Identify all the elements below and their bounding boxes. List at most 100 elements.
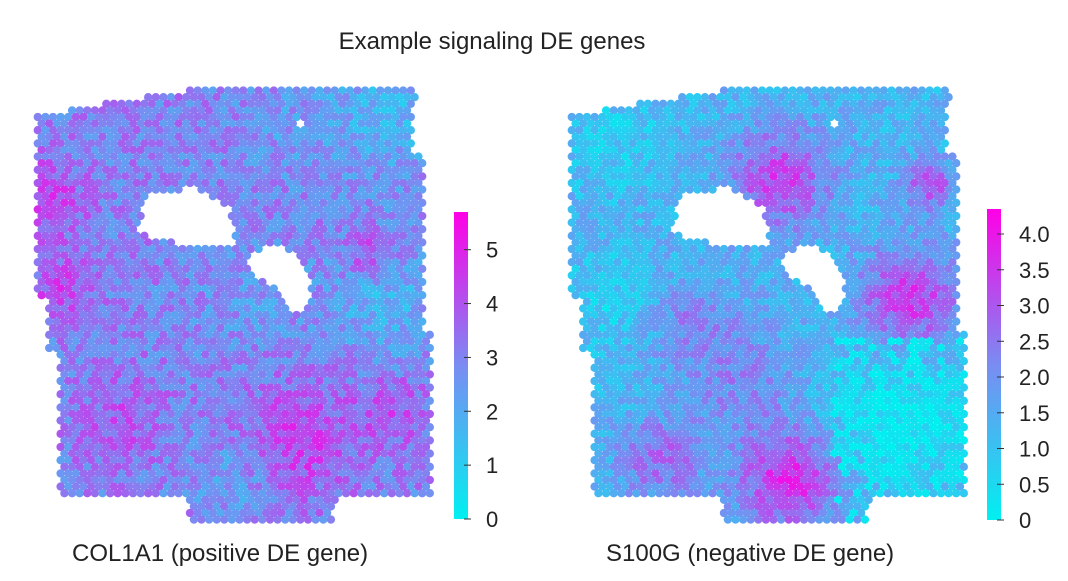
expression-spot (163, 244, 172, 254)
expression-spot (925, 99, 934, 108)
expression-spot (124, 112, 134, 122)
expression-spot (338, 258, 347, 267)
expression-spot (330, 403, 339, 412)
expression-spot (94, 376, 103, 386)
expression-spot (265, 185, 275, 194)
expression-spot (360, 469, 370, 478)
expression-spot (410, 159, 419, 168)
expression-spot (303, 251, 313, 260)
expression-spot (86, 231, 96, 240)
expression-spot (288, 462, 297, 471)
expression-spot (894, 126, 904, 135)
expression-spot (281, 343, 290, 353)
expression-spot (425, 330, 434, 339)
expression-spot (632, 106, 641, 115)
expression-spot (140, 139, 149, 148)
expression-spot (64, 297, 73, 306)
expression-spot (33, 112, 42, 122)
expression-spot (357, 159, 366, 168)
expression-spot (281, 409, 290, 419)
expression-spot (349, 172, 358, 181)
expression-spot (406, 126, 415, 135)
expression-spot (921, 93, 930, 102)
expression-spot (265, 370, 275, 379)
expression-spot (284, 126, 294, 135)
expression-spot (425, 475, 434, 485)
expression-spot (174, 291, 183, 300)
col1a1-caption: COL1A1 (positive DE gene) (72, 540, 369, 567)
expression-spot (894, 112, 904, 122)
expression-spot (265, 225, 275, 234)
expression-spot (685, 159, 694, 168)
expression-spot (189, 159, 199, 168)
expression-spot (307, 99, 316, 108)
expression-spot (216, 390, 225, 399)
expression-spot (140, 376, 149, 386)
expression-spot (140, 390, 149, 399)
expression-spot (71, 218, 81, 227)
expression-spot (67, 436, 77, 445)
expression-spot (277, 165, 286, 174)
expression-spot (170, 297, 179, 306)
expression-spot (364, 225, 374, 234)
expression-spot (56, 112, 65, 122)
expression-spot (364, 462, 374, 471)
expression-spot (425, 489, 434, 498)
expression-spot (136, 436, 145, 445)
expression-spot (364, 475, 374, 485)
expression-spot (284, 442, 294, 452)
expression-spot (639, 119, 649, 128)
expression-spot (776, 106, 786, 115)
expression-spot (163, 310, 172, 320)
expression-spot (166, 185, 176, 194)
expression-spot (170, 310, 179, 320)
expression-spot (178, 350, 187, 359)
expression-spot (303, 370, 313, 379)
expression-spot (170, 469, 179, 478)
expression-spot (258, 145, 267, 155)
expression-spot (643, 112, 653, 122)
expression-spot (674, 112, 683, 122)
expression-spot (109, 350, 119, 359)
expression-spot (151, 449, 160, 458)
expression-spot (269, 139, 278, 148)
expression-spot (689, 112, 698, 122)
expression-spot (246, 416, 256, 425)
expression-spot (212, 449, 221, 458)
expression-spot (201, 271, 210, 280)
expression-spot (37, 238, 46, 247)
expression-spot (136, 251, 145, 260)
expression-spot (223, 152, 233, 161)
expression-spot (166, 251, 176, 260)
expression-spot (780, 99, 790, 108)
expression-spot (818, 126, 828, 135)
expression-spot (48, 139, 58, 148)
expression-spot (830, 93, 839, 102)
expression-spot (105, 317, 115, 326)
expression-spot (372, 159, 381, 168)
expression-spot (37, 119, 46, 128)
expression-spot (776, 145, 786, 155)
expression-spot (391, 99, 400, 108)
expression-spot (364, 251, 374, 260)
expression-spot (128, 330, 138, 339)
expression-spot (102, 482, 111, 491)
expression-spot (193, 86, 202, 95)
expression-spot (322, 337, 332, 346)
expression-spot (326, 343, 336, 353)
expression-spot (37, 264, 46, 273)
expression-spot (338, 482, 347, 491)
expression-spot (254, 363, 263, 372)
expression-spot (155, 456, 164, 465)
expression-spot (368, 112, 377, 122)
expression-spot (579, 343, 588, 353)
expression-spot (296, 198, 305, 207)
expression-spot (387, 462, 396, 471)
expression-spot (227, 449, 237, 458)
expression-spot (64, 112, 73, 122)
expression-spot (102, 284, 111, 293)
expression-spot (90, 185, 100, 194)
expression-spot (402, 423, 412, 432)
expression-spot (754, 93, 763, 102)
expression-spot (315, 244, 324, 254)
